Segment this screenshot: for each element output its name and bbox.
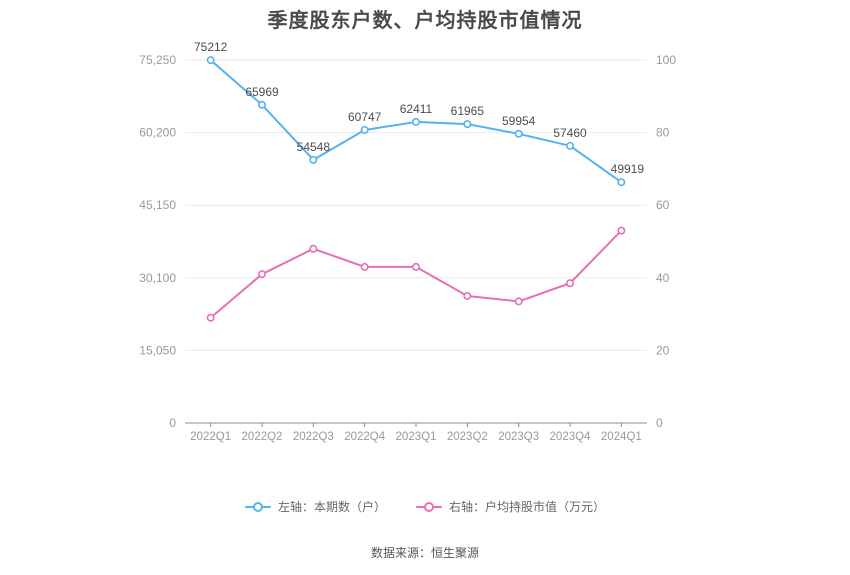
data-point-label: 59954 bbox=[502, 114, 536, 128]
data-point-label: 57460 bbox=[553, 126, 587, 140]
y-axis-label-left: 0 bbox=[169, 416, 176, 430]
data-point-marker[interactable] bbox=[309, 155, 318, 164]
data-point-label: 54548 bbox=[297, 140, 331, 154]
x-axis-label: 2023Q1 bbox=[396, 431, 437, 443]
data-point-label: 75212 bbox=[194, 40, 228, 54]
data-point-label: 61965 bbox=[451, 104, 485, 118]
chart-canvas[interactable]: 0 0 15,050 20 30,100 40 45,150 60 60,200 80 75,250… bbox=[0, 0, 850, 470]
legend-line-marker-pink-icon bbox=[416, 501, 442, 512]
x-axis-label: 2022Q2 bbox=[242, 431, 283, 443]
legend-item-market-value[interactable]: 右轴：户均持股市值（万元） bbox=[416, 498, 605, 515]
data-point-label: 49919 bbox=[611, 162, 645, 176]
data-source-note: 数据来源：恒生聚源 bbox=[370, 546, 479, 560]
data-point-marker[interactable] bbox=[206, 313, 215, 322]
y-axis-label-right: 80 bbox=[656, 126, 670, 140]
data-point-marker[interactable] bbox=[411, 117, 420, 126]
legend-label-shareholder-count: 左轴：本期数（户） bbox=[277, 500, 386, 514]
data-point-marker[interactable] bbox=[514, 129, 523, 138]
data-point-marker[interactable] bbox=[617, 226, 626, 235]
data-point-marker[interactable] bbox=[257, 100, 266, 109]
data-point-marker[interactable] bbox=[617, 178, 626, 187]
data-point-label: 65969 bbox=[245, 85, 279, 99]
data-point-label: 62411 bbox=[400, 102, 433, 116]
data-point-marker[interactable] bbox=[565, 141, 574, 150]
y-axis-label-right: 40 bbox=[656, 271, 670, 285]
y-axis-label-left: 45,150 bbox=[139, 198, 176, 212]
data-point-marker[interactable] bbox=[360, 125, 369, 134]
data-point-marker[interactable] bbox=[309, 244, 318, 253]
x-axis-label: 2024Q1 bbox=[601, 431, 642, 443]
data-point-marker[interactable] bbox=[463, 291, 472, 300]
x-axis-label: 2022Q1 bbox=[190, 431, 231, 443]
y-axis-label-left: 75,250 bbox=[139, 53, 176, 67]
y-axis-label-left: 60,200 bbox=[139, 126, 176, 140]
x-axis-label: 2023Q4 bbox=[550, 431, 592, 443]
y-axis-label-right: 100 bbox=[656, 53, 676, 67]
data-point-marker[interactable] bbox=[463, 120, 472, 129]
x-axis-label: 2023Q2 bbox=[447, 431, 488, 443]
y-axis-label-left: 15,050 bbox=[139, 343, 176, 357]
chart-title: 季度股东户数、户均持股市值情况 bbox=[267, 10, 583, 32]
data-point-marker[interactable] bbox=[206, 56, 215, 65]
legend-label-market-value: 右轴：户均持股市值（万元） bbox=[449, 500, 606, 514]
data-point-label: 60747 bbox=[348, 110, 382, 124]
x-axis-label: 2022Q3 bbox=[293, 431, 334, 443]
chart-legend: 左轴：本期数（户） 右轴：户均持股市值（万元） bbox=[0, 498, 850, 515]
data-point-marker[interactable] bbox=[565, 279, 574, 288]
x-axis-label: 2022Q4 bbox=[344, 431, 386, 443]
series-line-1 bbox=[209, 229, 623, 319]
y-axis-label-right: 0 bbox=[656, 416, 663, 430]
y-axis-label-right: 60 bbox=[656, 198, 670, 212]
data-point-marker[interactable] bbox=[360, 262, 369, 271]
data-point-marker[interactable] bbox=[257, 270, 266, 279]
x-axis-label: 2023Q3 bbox=[498, 431, 539, 443]
legend-item-shareholder-count[interactable]: 左轴：本期数（户） bbox=[244, 498, 386, 515]
data-point-marker[interactable] bbox=[411, 262, 420, 271]
y-axis-label-left: 30,100 bbox=[139, 271, 176, 285]
data-point-marker[interactable] bbox=[514, 297, 523, 306]
y-axis-label-right: 20 bbox=[656, 343, 670, 357]
legend-line-marker-blue-icon bbox=[244, 501, 271, 512]
